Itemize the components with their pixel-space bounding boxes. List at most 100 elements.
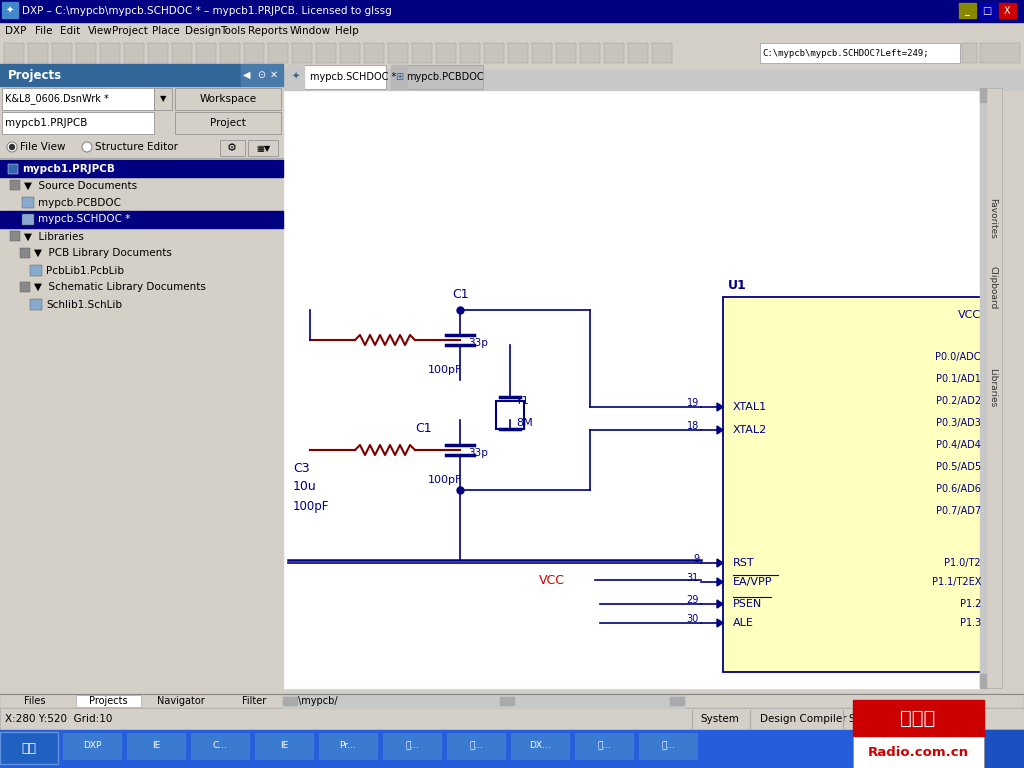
Bar	[10, 231, 20, 241]
Text: 100pF: 100pF	[428, 475, 463, 485]
Text: X:280 Y:520  Grid:10: X:280 Y:520 Grid:10	[5, 714, 113, 724]
Text: Project: Project	[210, 118, 246, 128]
Bar	[511, 733, 569, 759]
Text: 100pF: 100pF	[428, 365, 463, 375]
Bar	[76, 43, 96, 63]
Bar	[292, 43, 312, 63]
Bar	[760, 43, 961, 63]
Bar	[980, 88, 986, 102]
Bar	[316, 43, 336, 63]
Text: \mypcb/: \mypcb/	[298, 696, 338, 706]
Text: VCC: VCC	[957, 310, 981, 320]
Bar	[980, 43, 1020, 63]
Text: ⊞: ⊞	[395, 72, 403, 82]
Bar	[63, 733, 121, 759]
Text: Schlib1.SchLib: Schlib1.SchLib	[46, 300, 122, 310]
Circle shape	[7, 142, 17, 152]
Text: System: System	[700, 714, 739, 724]
Bar	[244, 43, 264, 63]
Polygon shape	[717, 403, 723, 411]
Text: P0.1/AD1: P0.1/AD1	[936, 374, 981, 384]
Bar	[0, 708, 1024, 730]
Text: PSEN: PSEN	[733, 599, 762, 609]
Polygon shape	[717, 619, 723, 627]
Bar	[30, 265, 42, 276]
Text: mypcb.SCHDOC *: mypcb.SCHDOC *	[310, 72, 396, 82]
Polygon shape	[717, 600, 723, 608]
Bar	[0, 40, 1024, 68]
Text: 33p: 33p	[468, 448, 487, 458]
Bar	[484, 43, 504, 63]
Text: 百...: 百...	[469, 741, 483, 750]
Bar	[2, 2, 18, 18]
Bar	[76, 695, 141, 707]
Text: 译...: 译...	[406, 741, 419, 750]
Bar	[0, 732, 58, 764]
Bar	[148, 43, 168, 63]
Text: _: _	[965, 6, 970, 16]
Bar	[532, 43, 552, 63]
Bar	[906, 730, 1024, 768]
Polygon shape	[717, 559, 723, 567]
Bar	[853, 700, 984, 768]
Text: ✦: ✦	[292, 72, 300, 82]
Bar	[0, 730, 1024, 768]
Text: Filter: Filter	[242, 696, 266, 706]
Bar	[412, 43, 432, 63]
Text: Tools: Tools	[220, 26, 246, 36]
Text: P0.4/AD4: P0.4/AD4	[936, 440, 981, 450]
Text: Radio.com.cn: Radio.com.cn	[867, 746, 969, 759]
Bar	[8, 164, 18, 174]
Bar	[628, 43, 648, 63]
Text: P0.2/AD2: P0.2/AD2	[936, 396, 981, 406]
Text: SC: SC	[848, 714, 862, 724]
Text: K&L8_0606.DsnWrk *: K&L8_0606.DsnWrk *	[5, 94, 109, 104]
Text: File: File	[35, 26, 52, 36]
Text: ✦: ✦	[6, 6, 14, 16]
Text: mypcb1.PRJPCB: mypcb1.PRJPCB	[5, 118, 87, 128]
Text: Clipboard: Clipboard	[988, 266, 997, 310]
Bar	[0, 160, 283, 177]
Text: mypcb1.PRJPCB: mypcb1.PRJPCB	[22, 164, 115, 174]
Text: 君...: 君...	[597, 741, 611, 750]
Bar	[723, 297, 986, 672]
Text: Pr...: Pr...	[340, 741, 356, 750]
Bar	[283, 64, 1024, 90]
Text: P0.5/AD5: P0.5/AD5	[936, 462, 981, 472]
Bar	[2, 112, 154, 134]
Text: 31: 31	[687, 573, 699, 583]
Text: Edit: Edit	[60, 26, 80, 36]
Bar	[984, 88, 1002, 688]
Text: C3: C3	[293, 462, 309, 475]
Text: XTAL2: XTAL2	[733, 425, 767, 435]
Bar	[962, 43, 977, 63]
Text: Place: Place	[152, 26, 180, 36]
Bar	[0, 22, 1024, 40]
Bar	[460, 43, 480, 63]
Text: mypcb.PCBDOC: mypcb.PCBDOC	[407, 72, 483, 82]
Text: ▼  Libraries: ▼ Libraries	[24, 231, 84, 241]
Text: C1: C1	[415, 422, 432, 435]
Text: Favorites: Favorites	[988, 197, 997, 238]
Text: 无线电: 无线电	[900, 709, 936, 727]
Bar	[496, 401, 524, 429]
Text: Project: Project	[112, 26, 147, 36]
Bar	[436, 43, 456, 63]
Text: 18: 18	[687, 421, 699, 431]
Bar	[604, 43, 624, 63]
Text: Design Compiler: Design Compiler	[760, 714, 847, 724]
Bar	[999, 3, 1016, 18]
Text: 8M: 8M	[516, 418, 532, 428]
Bar	[20, 248, 30, 258]
Text: Projects: Projects	[8, 68, 62, 81]
Text: PcbLib1.PcbLib: PcbLib1.PcbLib	[46, 266, 124, 276]
Text: P0.6/AD6: P0.6/AD6	[936, 484, 981, 494]
Text: C...: C...	[213, 741, 227, 750]
Text: IE: IE	[280, 741, 288, 750]
Text: Structure Editor: Structure Editor	[95, 142, 178, 152]
Text: mypcb.PCBDOC: mypcb.PCBDOC	[38, 197, 121, 207]
Bar	[383, 733, 441, 759]
Text: P1.0/T2: P1.0/T2	[944, 558, 981, 568]
Bar	[268, 43, 288, 63]
Bar	[391, 65, 483, 89]
